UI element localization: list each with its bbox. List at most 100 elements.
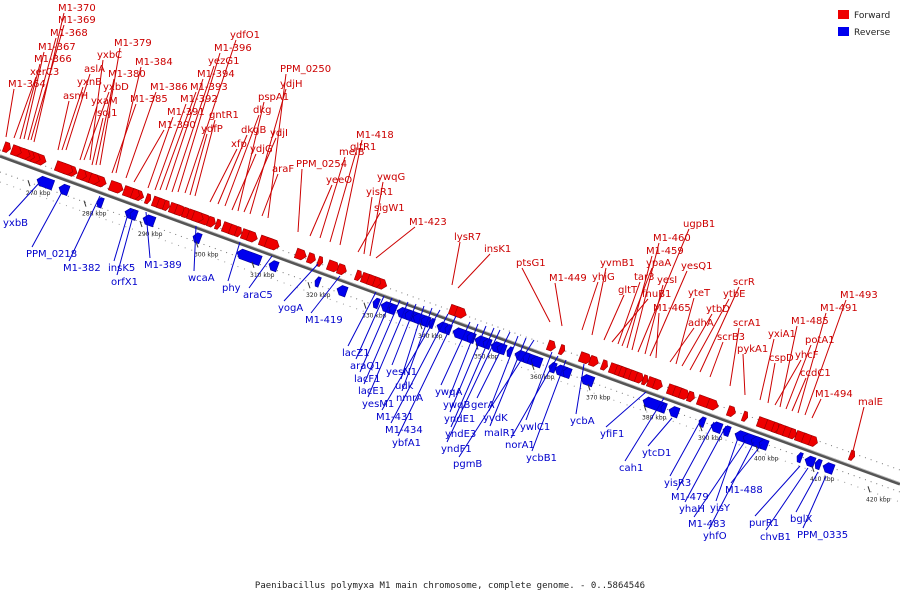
forward-gene-arrow[interactable] <box>685 390 696 403</box>
forward-gene-label[interactable]: M1-379 <box>114 38 152 49</box>
forward-gene-label[interactable]: gltR1 <box>350 142 376 153</box>
forward-gene-label[interactable]: yisR1 <box>366 187 393 198</box>
reverse-gene-arrow[interactable] <box>335 284 349 298</box>
reverse-gene-label[interactable]: pgmB <box>453 459 482 470</box>
reverse-gene-arrow[interactable] <box>697 416 707 428</box>
reverse-gene-label[interactable]: insK5 <box>108 263 135 274</box>
forward-gene-label[interactable]: gltT <box>618 285 638 296</box>
reverse-gene-arrow[interactable] <box>57 183 71 197</box>
reverse-gene-label[interactable]: lacE1 <box>358 386 385 397</box>
forward-gene-label[interactable]: M1-370 <box>58 3 96 14</box>
forward-gene-arrow[interactable] <box>633 371 645 384</box>
forward-gene-label[interactable]: melB <box>339 147 365 158</box>
forward-gene-label[interactable]: tar3 <box>634 272 655 283</box>
forward-gene-label[interactable]: adhA <box>688 318 714 329</box>
forward-gene-label[interactable]: cspD <box>769 353 794 364</box>
forward-gene-label[interactable]: M1-366 <box>34 54 72 65</box>
forward-gene-arrow[interactable] <box>129 188 141 200</box>
forward-gene-label[interactable]: M1-423 <box>409 217 447 228</box>
forward-gene-label[interactable]: pspA1 <box>258 92 289 103</box>
reverse-gene-label[interactable]: M1-382 <box>63 263 101 274</box>
forward-gene-label[interactable]: ydfP <box>201 124 223 135</box>
reverse-gene-label[interactable]: yxbB <box>3 218 28 229</box>
reverse-gene-label[interactable]: M1-434 <box>385 425 423 436</box>
reverse-gene-label[interactable]: yvdK <box>483 413 508 424</box>
forward-gene-label[interactable]: ptsG1 <box>516 258 546 269</box>
forward-gene-arrow[interactable] <box>87 172 101 186</box>
reverse-gene-arrow[interactable] <box>803 455 817 468</box>
reverse-gene-arrow[interactable] <box>579 373 596 388</box>
forward-gene-arrow[interactable] <box>75 168 88 181</box>
forward-gene-arrow[interactable] <box>847 449 856 461</box>
forward-gene-label[interactable]: M1-391 <box>167 107 205 118</box>
forward-gene-label[interactable]: yxbC <box>97 50 122 61</box>
forward-gene-label[interactable]: M1-491 <box>820 303 858 314</box>
forward-gene-label[interactable]: M1-460 <box>653 233 691 244</box>
forward-gene-arrow[interactable] <box>677 387 691 401</box>
reverse-gene-arrow[interactable] <box>371 297 381 310</box>
forward-gene-label[interactable]: ytbE <box>723 289 746 300</box>
forward-gene-label[interactable]: insK1 <box>484 244 511 255</box>
forward-gene-arrow[interactable] <box>1 141 12 154</box>
reverse-gene-label[interactable]: yndE1 <box>444 414 475 425</box>
forward-gene-arrow[interactable] <box>213 218 222 230</box>
forward-gene-label[interactable]: M1-368 <box>50 28 88 39</box>
forward-gene-label[interactable]: yxnB <box>77 77 102 88</box>
reverse-gene-arrow[interactable] <box>191 232 203 245</box>
reverse-gene-arrow[interactable] <box>757 438 770 451</box>
forward-gene-label[interactable]: yxbD <box>103 82 129 93</box>
reverse-gene-label[interactable]: ywqB <box>443 400 470 411</box>
forward-gene-label[interactable]: M1-384 <box>135 57 173 68</box>
reverse-gene-arrow[interactable] <box>95 197 105 209</box>
forward-gene-label[interactable]: dkg <box>253 105 272 116</box>
reverse-gene-arrow[interactable] <box>709 420 724 434</box>
reverse-gene-label[interactable]: udk <box>395 381 414 392</box>
forward-gene-label[interactable]: yhjG <box>592 272 615 283</box>
forward-gene-arrow[interactable] <box>545 339 557 352</box>
forward-gene-label[interactable]: ydfO1 <box>230 30 260 41</box>
forward-gene-label[interactable]: malE <box>858 397 883 408</box>
forward-gene-label[interactable]: ydjG <box>250 144 273 155</box>
reverse-gene-arrow[interactable] <box>521 352 531 364</box>
forward-gene-label[interactable]: M1-386 <box>150 82 188 93</box>
forward-gene-label[interactable]: M1-385 <box>130 94 168 105</box>
reverse-gene-label[interactable]: M1-479 <box>671 492 709 503</box>
forward-gene-label[interactable]: yvmB1 <box>600 258 635 269</box>
reverse-gene-label[interactable]: yisR3 <box>664 478 691 489</box>
forward-gene-label[interactable]: M1-396 <box>214 43 252 54</box>
forward-gene-label[interactable]: dkgB <box>241 125 266 136</box>
forward-gene-arrow[interactable] <box>651 378 664 391</box>
forward-gene-label[interactable]: M1-493 <box>840 290 878 301</box>
forward-gene-label[interactable]: M1-392 <box>180 94 218 105</box>
reverse-gene-label[interactable]: PPM_0218 <box>26 249 77 260</box>
forward-gene-label[interactable]: sigW1 <box>374 203 405 214</box>
reverse-gene-arrow[interactable] <box>795 452 804 464</box>
forward-gene-arrow[interactable] <box>325 259 341 274</box>
forward-gene-arrow[interactable] <box>53 160 74 177</box>
reverse-gene-label[interactable]: PPM_0335 <box>797 530 848 541</box>
forward-gene-arrow[interactable] <box>557 344 566 356</box>
forward-gene-arrow[interactable] <box>263 236 281 251</box>
forward-gene-label[interactable]: xfp <box>231 139 247 150</box>
reverse-gene-arrow[interactable] <box>667 405 681 419</box>
forward-gene-label[interactable]: M1-449 <box>549 273 587 284</box>
reverse-gene-label[interactable]: lacF1 <box>354 374 381 385</box>
forward-gene-arrow[interactable] <box>587 354 600 367</box>
reverse-gene-arrow[interactable] <box>721 425 732 437</box>
forward-gene-label[interactable]: M1-465 <box>653 303 691 314</box>
reverse-gene-label[interactable]: orfX1 <box>111 277 138 288</box>
forward-gene-label[interactable]: M1-380 <box>108 69 146 80</box>
forward-gene-arrow[interactable] <box>335 263 348 276</box>
forward-gene-arrow[interactable] <box>787 427 798 440</box>
forward-gene-arrow[interactable] <box>107 180 125 194</box>
forward-gene-label[interactable]: yxaM <box>91 96 118 107</box>
forward-gene-label[interactable]: ytbD <box>706 304 730 315</box>
reverse-gene-arrow[interactable] <box>235 248 263 267</box>
reverse-gene-label[interactable]: yesM1 <box>362 399 394 410</box>
forward-gene-label[interactable]: yxiA1 <box>768 329 796 340</box>
reverse-gene-label[interactable]: araC5 <box>243 290 273 301</box>
reverse-gene-label[interactable]: lacZ1 <box>342 348 370 359</box>
forward-gene-label[interactable]: ypaA <box>646 258 671 269</box>
forward-gene-label[interactable]: yteT <box>688 288 711 299</box>
forward-gene-label[interactable]: M1-485 <box>791 316 829 327</box>
